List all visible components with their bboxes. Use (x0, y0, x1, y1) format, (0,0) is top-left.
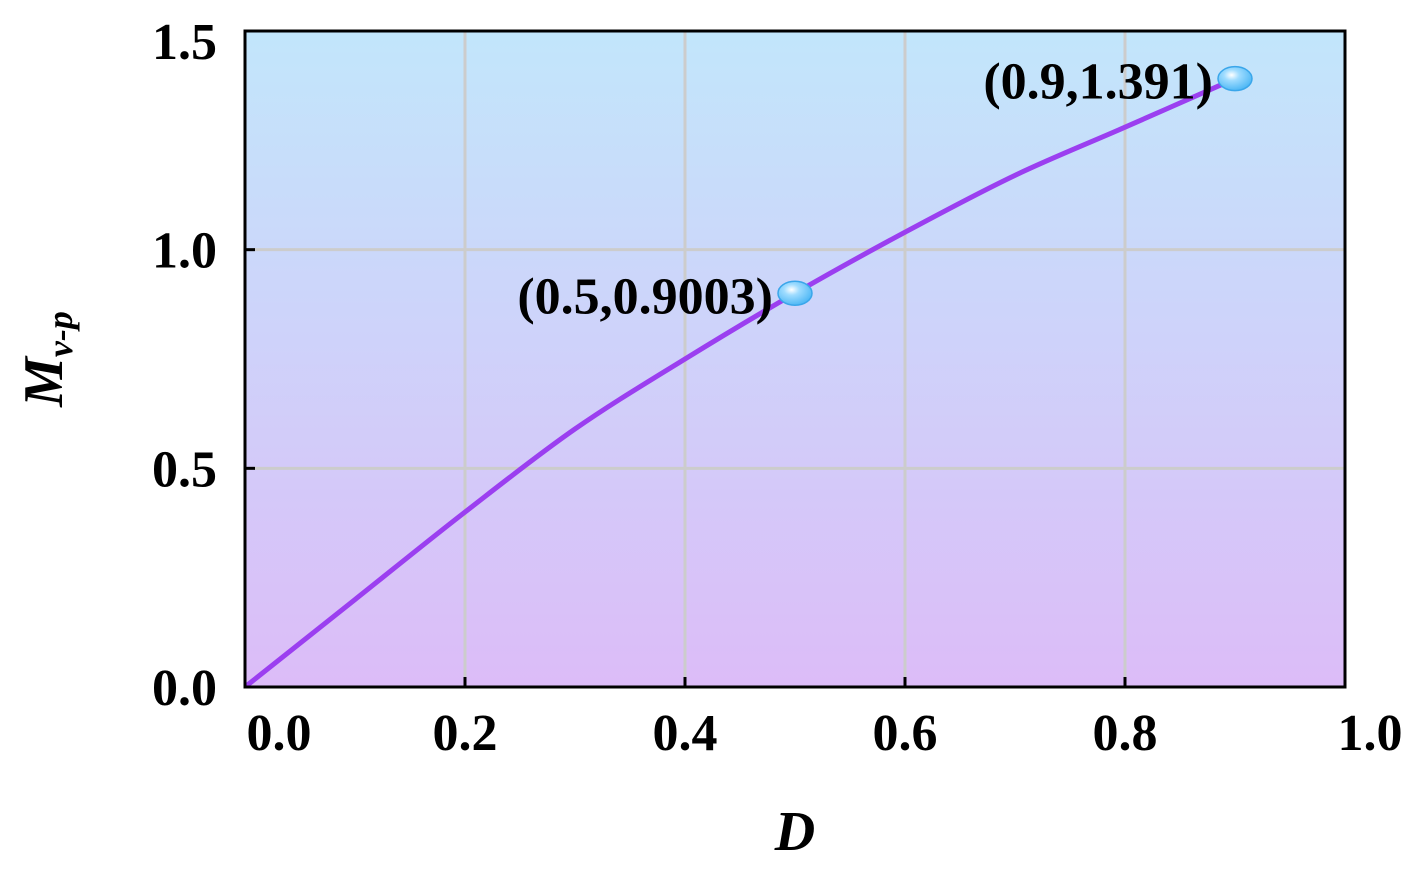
y-tick-label: 0.0 (152, 660, 217, 717)
ticks: 0.0 0.2 0.4 0.6 0.8 1.0 0.0 0.5 1.0 1.5 (152, 14, 1403, 762)
plot-frame (243, 29, 1347, 689)
annotations: (0.5,0.9003) (0.9,1.391) (517, 54, 1213, 326)
series-line (245, 76, 1238, 687)
data-point-marker (1217, 65, 1253, 92)
y-tick-label: 1.0 (152, 223, 217, 280)
y-axis-title-sub: v-p (40, 311, 80, 357)
markers (777, 65, 1253, 307)
y-axis-title-main: M (13, 355, 75, 408)
data-point-label: (0.5,0.9003) (517, 268, 773, 325)
x-tick-label: 1.0 (1338, 705, 1403, 762)
x-tick-label: 0.6 (873, 705, 938, 762)
plot-background (245, 31, 1345, 687)
data-point-label: (0.9,1.391) (983, 54, 1213, 111)
x-tick-label: 0.0 (247, 705, 312, 762)
x-tick-label: 0.2 (433, 705, 498, 762)
x-tick-label: 0.4 (653, 705, 718, 762)
x-tick-label: 0.8 (1093, 705, 1158, 762)
data-point-marker (777, 280, 813, 307)
y-tick-label: 0.5 (152, 441, 217, 498)
y-tick-label: 1.5 (152, 14, 217, 71)
x-axis-title: D (774, 801, 815, 863)
grid (245, 31, 1345, 687)
series (245, 76, 1238, 687)
y-axis-title: Mv-p (13, 311, 80, 408)
